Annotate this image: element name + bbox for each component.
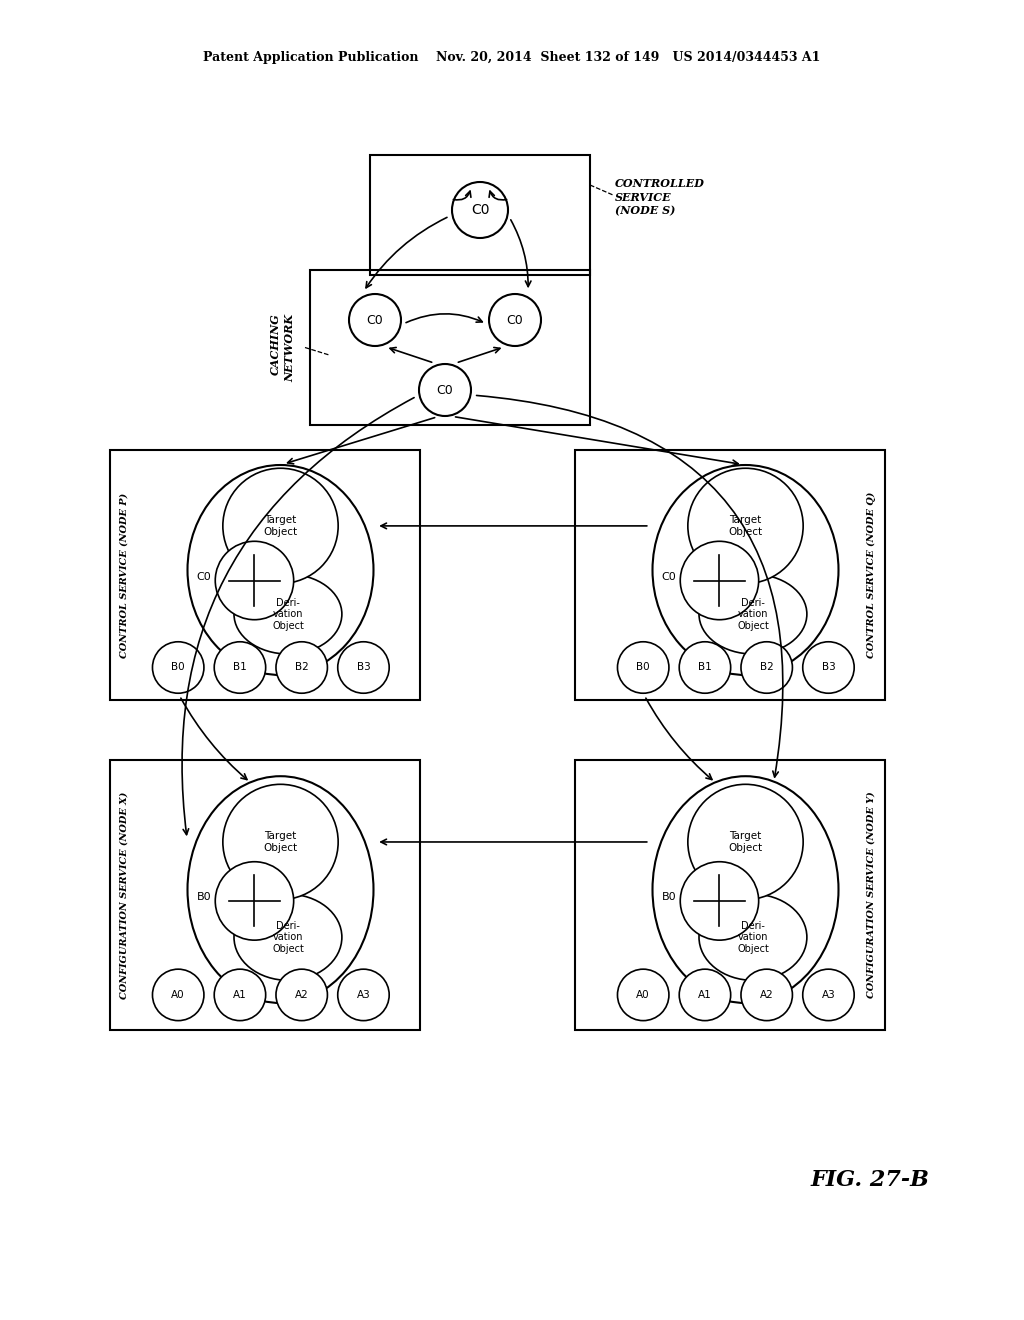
Text: CONFIGURATION SERVICE (NODE X): CONFIGURATION SERVICE (NODE X): [120, 791, 128, 999]
Circle shape: [223, 469, 338, 583]
Circle shape: [223, 784, 338, 900]
Ellipse shape: [234, 574, 342, 653]
Text: CACHING
NETWORK: CACHING NETWORK: [270, 314, 295, 381]
Circle shape: [276, 969, 328, 1020]
Text: Deri-
vation
Object: Deri- vation Object: [272, 598, 304, 631]
Text: B1: B1: [698, 663, 712, 672]
Circle shape: [741, 642, 793, 693]
Text: B0: B0: [171, 663, 185, 672]
Bar: [575, 760, 885, 1030]
Text: Deri-
vation
Object: Deri- vation Object: [737, 920, 769, 954]
Text: B0: B0: [662, 892, 676, 902]
Circle shape: [489, 294, 541, 346]
Text: Target
Object: Target Object: [263, 832, 298, 853]
Text: B0: B0: [636, 663, 650, 672]
Text: C0: C0: [436, 384, 454, 396]
Text: A1: A1: [698, 990, 712, 1001]
Text: B3: B3: [821, 663, 836, 672]
Text: CONFIGURATION SERVICE (NODE Y): CONFIGURATION SERVICE (NODE Y): [866, 792, 876, 998]
Text: FIG. 27-B: FIG. 27-B: [811, 1170, 930, 1191]
Circle shape: [741, 969, 793, 1020]
Circle shape: [679, 642, 731, 693]
Circle shape: [679, 969, 731, 1020]
Text: CONTROLLED
SERVICE
(NODE S): CONTROLLED SERVICE (NODE S): [615, 178, 705, 216]
Text: A2: A2: [295, 990, 308, 1001]
Ellipse shape: [699, 574, 807, 653]
Circle shape: [688, 469, 803, 583]
Circle shape: [214, 642, 265, 693]
Circle shape: [338, 969, 389, 1020]
Bar: [575, 450, 885, 700]
Text: B2: B2: [295, 663, 308, 672]
Text: Deri-
vation
Object: Deri- vation Object: [272, 920, 304, 954]
Circle shape: [214, 969, 265, 1020]
Bar: [110, 450, 420, 700]
Text: A1: A1: [233, 990, 247, 1001]
Circle shape: [419, 364, 471, 416]
Circle shape: [617, 642, 669, 693]
Circle shape: [276, 642, 328, 693]
Text: CONTROL SERVICE (NODE P): CONTROL SERVICE (NODE P): [120, 492, 128, 657]
Bar: [110, 760, 420, 1030]
Circle shape: [215, 862, 294, 940]
Text: Target
Object: Target Object: [728, 515, 763, 537]
Text: C0: C0: [662, 572, 676, 582]
Circle shape: [803, 969, 854, 1020]
Text: B0: B0: [197, 892, 211, 902]
Text: C0: C0: [471, 203, 489, 216]
Text: C0: C0: [507, 314, 523, 326]
Text: B2: B2: [760, 663, 773, 672]
Circle shape: [680, 541, 759, 619]
Text: A0: A0: [171, 990, 185, 1001]
Ellipse shape: [187, 776, 374, 1003]
Circle shape: [153, 969, 204, 1020]
Text: Target
Object: Target Object: [263, 515, 298, 537]
Circle shape: [338, 642, 389, 693]
Circle shape: [215, 541, 294, 619]
Circle shape: [680, 862, 759, 940]
Text: Patent Application Publication    Nov. 20, 2014  Sheet 132 of 149   US 2014/0344: Patent Application Publication Nov. 20, …: [204, 51, 820, 65]
Circle shape: [803, 642, 854, 693]
Circle shape: [452, 182, 508, 238]
Ellipse shape: [652, 776, 839, 1003]
Circle shape: [153, 642, 204, 693]
Ellipse shape: [652, 465, 839, 675]
Ellipse shape: [234, 894, 342, 981]
Text: C0: C0: [197, 572, 211, 582]
Text: Target
Object: Target Object: [728, 832, 763, 853]
Circle shape: [349, 294, 401, 346]
Text: A3: A3: [356, 990, 371, 1001]
Bar: [310, 271, 590, 425]
Text: B1: B1: [233, 663, 247, 672]
Text: A2: A2: [760, 990, 773, 1001]
Circle shape: [688, 784, 803, 900]
Text: Deri-
vation
Object: Deri- vation Object: [737, 598, 769, 631]
Text: CONTROL SERVICE (NODE Q): CONTROL SERVICE (NODE Q): [866, 492, 876, 659]
Text: C0: C0: [367, 314, 383, 326]
Text: B3: B3: [356, 663, 371, 672]
Circle shape: [617, 969, 669, 1020]
Text: A3: A3: [821, 990, 836, 1001]
Ellipse shape: [187, 465, 374, 675]
Ellipse shape: [699, 894, 807, 981]
Text: A0: A0: [636, 990, 650, 1001]
Bar: [370, 154, 590, 275]
